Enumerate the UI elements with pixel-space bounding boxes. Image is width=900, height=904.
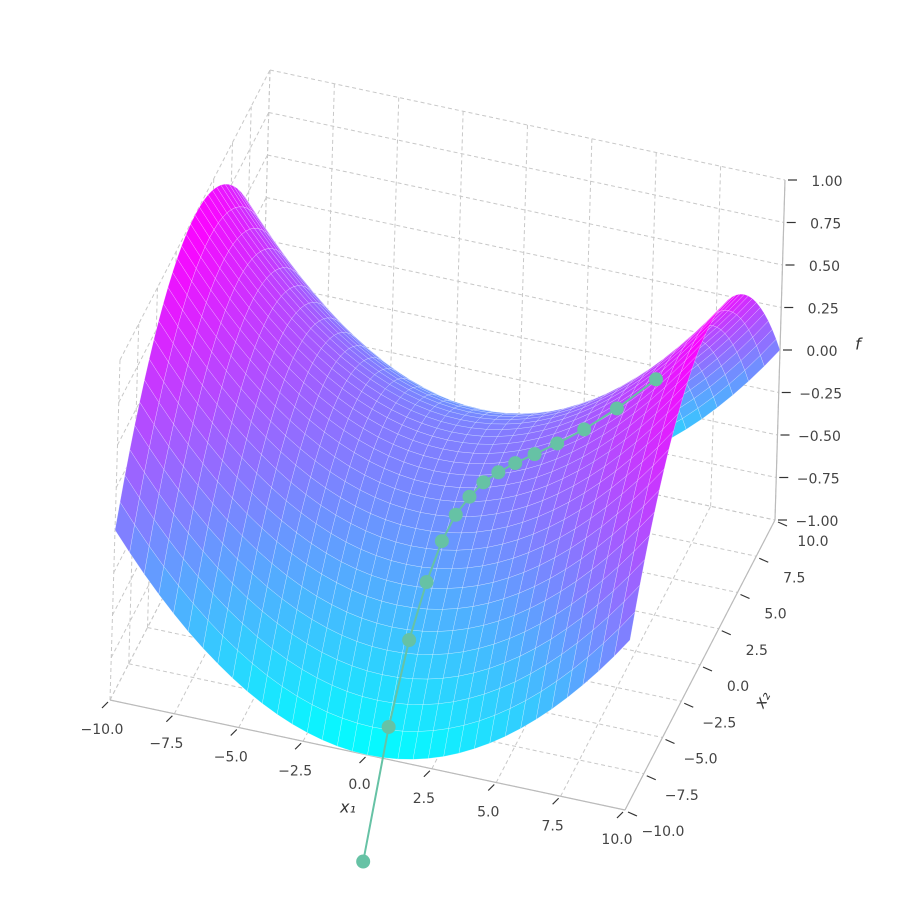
trajectory-point <box>476 475 491 490</box>
x-tick-label: 2.5 <box>413 791 435 807</box>
tick-mark <box>616 811 624 819</box>
tick-mark <box>627 811 638 817</box>
tick-mark <box>294 742 302 750</box>
tick-mark <box>777 521 788 527</box>
trajectory-point <box>491 465 506 480</box>
grid-line <box>268 112 784 223</box>
trajectory-point <box>381 719 396 734</box>
y-tick-label: 7.5 <box>783 570 805 586</box>
y-tick-label: 0.0 <box>727 679 749 695</box>
tick-mark <box>740 593 750 600</box>
trajectory-point <box>356 854 371 869</box>
z-tick-label: 0.50 <box>809 259 840 275</box>
surface-patch <box>680 344 702 373</box>
trajectory-point <box>448 507 463 522</box>
tick-mark <box>552 797 560 805</box>
tick-mark <box>646 775 656 781</box>
surface-patch <box>613 611 636 657</box>
y-tick-label: −2.5 <box>702 715 736 731</box>
z-axis-label: f <box>855 335 863 354</box>
grid-line <box>269 69 786 181</box>
z-tick-label: −0.25 <box>799 387 842 403</box>
x-tick-label: 5.0 <box>477 805 499 821</box>
z-tick-label: 0.00 <box>806 344 837 360</box>
surface-patch <box>689 324 711 351</box>
y-tick-label: −10.0 <box>642 824 685 840</box>
surface-patch <box>657 412 679 448</box>
surface-patch <box>685 333 706 361</box>
tick-mark <box>721 630 731 636</box>
tick-mark <box>230 729 238 736</box>
surface-patch <box>662 397 684 430</box>
tick-mark <box>487 784 495 791</box>
trajectory-point <box>577 422 592 437</box>
x-tick-label: 10.0 <box>601 832 632 848</box>
axis-line <box>624 519 776 811</box>
surface-patch <box>652 430 675 467</box>
trajectory-point <box>527 447 542 462</box>
grid-line <box>263 282 779 393</box>
y-tick-label: −7.5 <box>665 788 699 804</box>
x-tick-label: 7.5 <box>541 818 563 834</box>
tick-mark <box>684 702 694 708</box>
z-tick-label: 1.00 <box>811 174 842 190</box>
trajectory-point <box>649 372 664 387</box>
x-tick-label: −7.5 <box>149 736 183 752</box>
tick-mark <box>423 770 431 778</box>
trajectory-point <box>419 575 434 590</box>
x-tick-label: −2.5 <box>278 763 312 779</box>
trajectory-point <box>462 489 477 504</box>
grid-line <box>267 154 783 266</box>
x-tick-label: 0.0 <box>348 777 370 793</box>
z-tick-label: −0.75 <box>797 472 840 488</box>
surface-patch <box>694 316 715 342</box>
y-tick-label: 2.5 <box>746 643 768 659</box>
grid-line <box>128 663 644 775</box>
z-tick-label: 0.75 <box>810 217 841 233</box>
grid-line <box>266 197 782 308</box>
surface <box>114 183 781 760</box>
trajectory-point <box>434 534 449 549</box>
tick-mark <box>359 756 366 764</box>
surface-patch <box>643 468 665 508</box>
grid-line <box>264 239 781 351</box>
x-tick-label: −10.0 <box>81 722 124 738</box>
tick-mark <box>165 715 173 723</box>
z-tick-label: −0.50 <box>798 429 841 445</box>
grid-line <box>517 124 528 466</box>
tick-mark <box>702 666 713 672</box>
trajectory-point <box>508 456 523 471</box>
y-tick-label: 10.0 <box>797 534 828 550</box>
z-tick-label: −1.00 <box>796 514 839 530</box>
z-tick-label: 0.25 <box>808 302 839 318</box>
y-axis-label: x₂ <box>750 688 775 712</box>
surface-patch <box>628 534 651 577</box>
x-tick-label: −5.0 <box>214 750 248 766</box>
trajectory-point <box>609 401 624 416</box>
y-tick-label: −5.0 <box>684 752 718 768</box>
tick-mark <box>665 738 675 745</box>
trajectory-point <box>550 436 565 451</box>
grid-line <box>560 506 712 797</box>
trajectory-point <box>402 633 417 648</box>
surface-patch <box>676 355 697 385</box>
tick-mark <box>101 701 109 709</box>
y-tick-label: 5.0 <box>764 607 786 623</box>
x-axis-label: x₁ <box>339 798 356 817</box>
tick-mark <box>759 557 769 563</box>
